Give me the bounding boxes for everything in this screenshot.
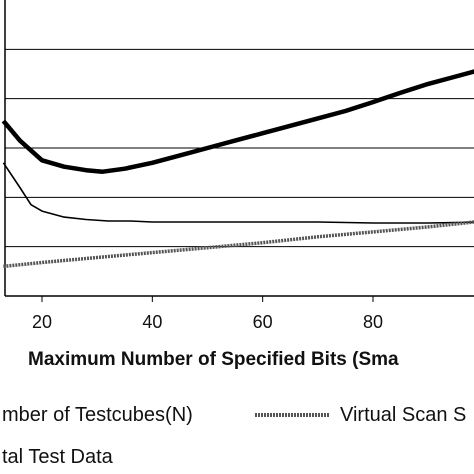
legend: mber of Testcubes(N) Virtual Scan S tal …: [2, 404, 466, 468]
x-ticks: 2040608010: [32, 296, 474, 332]
legend-label-total-test-data: tal Test Data: [2, 446, 114, 468]
gridlines: [5, 48, 474, 248]
legend-label-testcubes: mber of Testcubes(N): [2, 404, 193, 426]
series-line-total-test-data: [2, 162, 474, 224]
x-axis-title: Maximum Number of Specified Bits (Sma: [28, 349, 399, 370]
x-tick-label: 60: [253, 312, 273, 332]
series-line-virtual-scan: [3, 220, 474, 269]
series-lines: [1, 69, 474, 269]
x-tick-label: 80: [363, 312, 383, 332]
series-line-testcubes: [1, 69, 474, 174]
legend-label-virtual-scan: Virtual Scan S: [340, 404, 466, 426]
x-tick-label: 40: [142, 312, 162, 332]
axes: [4, 0, 474, 297]
x-tick-label: 20: [32, 312, 52, 332]
